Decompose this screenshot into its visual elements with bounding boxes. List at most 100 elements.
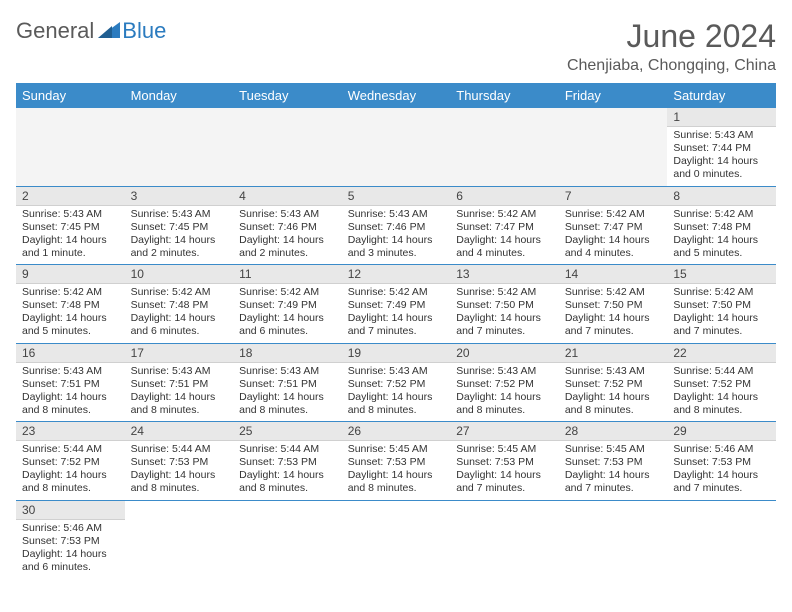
calendar-cell: 25Sunrise: 5:44 AMSunset: 7:53 PMDayligh… [233,422,342,501]
logo-triangle-icon [98,20,120,43]
day-number: 27 [450,422,559,441]
calendar-cell [450,108,559,186]
header: General Blue June 2024 Chenjiaba, Chongq… [16,18,776,75]
calendar-cell: 20Sunrise: 5:43 AMSunset: 7:52 PMDayligh… [450,343,559,422]
sunrise-text: Sunrise: 5:44 AM [239,443,336,456]
sunset-text: Sunset: 7:52 PM [348,378,445,391]
day-details: Sunrise: 5:46 AMSunset: 7:53 PMDaylight:… [667,441,776,500]
day-number: 20 [450,344,559,363]
daylight-text: Daylight: 14 hours and 7 minutes. [673,469,770,495]
daylight-text: Daylight: 14 hours and 7 minutes. [673,312,770,338]
calendar-cell: 22Sunrise: 5:44 AMSunset: 7:52 PMDayligh… [667,343,776,422]
calendar-week-row: 16Sunrise: 5:43 AMSunset: 7:51 PMDayligh… [16,343,776,422]
calendar-cell: 3Sunrise: 5:43 AMSunset: 7:45 PMDaylight… [125,186,234,265]
calendar-table: Sunday Monday Tuesday Wednesday Thursday… [16,83,776,578]
sunrise-text: Sunrise: 5:44 AM [22,443,119,456]
col-sunday: Sunday [16,83,125,108]
daylight-text: Daylight: 14 hours and 7 minutes. [348,312,445,338]
day-details: Sunrise: 5:42 AMSunset: 7:47 PMDaylight:… [559,206,668,265]
day-number: 12 [342,265,451,284]
sunset-text: Sunset: 7:48 PM [22,299,119,312]
sunrise-text: Sunrise: 5:43 AM [22,208,119,221]
calendar-cell: 10Sunrise: 5:42 AMSunset: 7:48 PMDayligh… [125,265,234,344]
sunset-text: Sunset: 7:53 PM [456,456,553,469]
day-number: 25 [233,422,342,441]
day-number: 28 [559,422,668,441]
calendar-cell [667,500,776,578]
sunset-text: Sunset: 7:47 PM [456,221,553,234]
daylight-text: Daylight: 14 hours and 8 minutes. [348,469,445,495]
day-number: 6 [450,187,559,206]
sunset-text: Sunset: 7:53 PM [348,456,445,469]
day-details: Sunrise: 5:43 AMSunset: 7:51 PMDaylight:… [16,363,125,422]
calendar-cell [342,108,451,186]
daylight-text: Daylight: 14 hours and 8 minutes. [131,469,228,495]
day-details: Sunrise: 5:42 AMSunset: 7:47 PMDaylight:… [450,206,559,265]
calendar-cell: 26Sunrise: 5:45 AMSunset: 7:53 PMDayligh… [342,422,451,501]
col-monday: Monday [125,83,234,108]
calendar-body: 1Sunrise: 5:43 AMSunset: 7:44 PMDaylight… [16,108,776,578]
sunrise-text: Sunrise: 5:43 AM [565,365,662,378]
calendar-cell [125,108,234,186]
logo: General Blue [16,18,166,44]
daylight-text: Daylight: 14 hours and 8 minutes. [456,391,553,417]
calendar-cell: 8Sunrise: 5:42 AMSunset: 7:48 PMDaylight… [667,186,776,265]
day-number: 3 [125,187,234,206]
day-number: 14 [559,265,668,284]
calendar-cell: 11Sunrise: 5:42 AMSunset: 7:49 PMDayligh… [233,265,342,344]
daylight-text: Daylight: 14 hours and 8 minutes. [239,469,336,495]
sunrise-text: Sunrise: 5:42 AM [348,286,445,299]
daylight-text: Daylight: 14 hours and 7 minutes. [456,312,553,338]
daylight-text: Daylight: 14 hours and 7 minutes. [565,469,662,495]
daylight-text: Daylight: 14 hours and 0 minutes. [673,155,770,181]
day-number: 22 [667,344,776,363]
daylight-text: Daylight: 14 hours and 5 minutes. [673,234,770,260]
sunrise-text: Sunrise: 5:42 AM [565,286,662,299]
calendar-cell [233,108,342,186]
day-details: Sunrise: 5:45 AMSunset: 7:53 PMDaylight:… [450,441,559,500]
sunrise-text: Sunrise: 5:46 AM [22,522,119,535]
sunrise-text: Sunrise: 5:42 AM [565,208,662,221]
sunset-text: Sunset: 7:52 PM [456,378,553,391]
calendar-cell [125,500,234,578]
day-details: Sunrise: 5:43 AMSunset: 7:52 PMDaylight:… [342,363,451,422]
sunrise-text: Sunrise: 5:42 AM [239,286,336,299]
sunrise-text: Sunrise: 5:45 AM [348,443,445,456]
col-friday: Friday [559,83,668,108]
sunrise-text: Sunrise: 5:43 AM [348,365,445,378]
calendar-week-row: 9Sunrise: 5:42 AMSunset: 7:48 PMDaylight… [16,265,776,344]
sunrise-text: Sunrise: 5:42 AM [456,286,553,299]
sunset-text: Sunset: 7:49 PM [239,299,336,312]
daylight-text: Daylight: 14 hours and 4 minutes. [565,234,662,260]
col-tuesday: Tuesday [233,83,342,108]
daylight-text: Daylight: 14 hours and 8 minutes. [348,391,445,417]
day-details: Sunrise: 5:42 AMSunset: 7:48 PMDaylight:… [125,284,234,343]
daylight-text: Daylight: 14 hours and 8 minutes. [673,391,770,417]
day-details: Sunrise: 5:44 AMSunset: 7:52 PMDaylight:… [667,363,776,422]
day-details: Sunrise: 5:44 AMSunset: 7:53 PMDaylight:… [233,441,342,500]
location: Chenjiaba, Chongqing, China [567,57,776,75]
day-number: 9 [16,265,125,284]
sunrise-text: Sunrise: 5:42 AM [456,208,553,221]
sunset-text: Sunset: 7:53 PM [673,456,770,469]
col-wednesday: Wednesday [342,83,451,108]
sunrise-text: Sunrise: 5:42 AM [131,286,228,299]
day-details: Sunrise: 5:42 AMSunset: 7:50 PMDaylight:… [667,284,776,343]
calendar-week-row: 30Sunrise: 5:46 AMSunset: 7:53 PMDayligh… [16,500,776,578]
daylight-text: Daylight: 14 hours and 3 minutes. [348,234,445,260]
day-details: Sunrise: 5:43 AMSunset: 7:52 PMDaylight:… [559,363,668,422]
day-details: Sunrise: 5:42 AMSunset: 7:49 PMDaylight:… [342,284,451,343]
calendar-cell: 29Sunrise: 5:46 AMSunset: 7:53 PMDayligh… [667,422,776,501]
day-details: Sunrise: 5:46 AMSunset: 7:53 PMDaylight:… [16,520,125,579]
day-number: 30 [16,501,125,520]
calendar-cell: 7Sunrise: 5:42 AMSunset: 7:47 PMDaylight… [559,186,668,265]
daylight-text: Daylight: 14 hours and 8 minutes. [22,391,119,417]
sunrise-text: Sunrise: 5:43 AM [22,365,119,378]
daylight-text: Daylight: 14 hours and 6 minutes. [22,548,119,574]
daylight-text: Daylight: 14 hours and 7 minutes. [565,312,662,338]
day-details: Sunrise: 5:44 AMSunset: 7:53 PMDaylight:… [125,441,234,500]
day-details: Sunrise: 5:42 AMSunset: 7:50 PMDaylight:… [559,284,668,343]
col-saturday: Saturday [667,83,776,108]
sunset-text: Sunset: 7:46 PM [348,221,445,234]
col-thursday: Thursday [450,83,559,108]
